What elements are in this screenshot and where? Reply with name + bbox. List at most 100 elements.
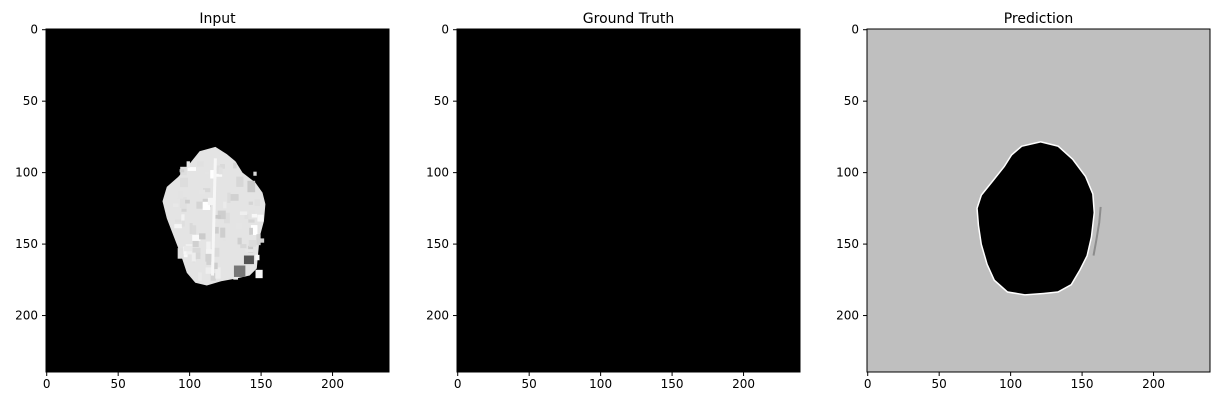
panel-2: Ground Truth 0 50 100 150 200 0 50 100 150 200 <box>426 11 801 391</box>
brain-texture <box>179 169 185 173</box>
brain-texture <box>196 201 204 209</box>
x-tick-label: 50 <box>932 377 947 391</box>
brain-texture <box>187 167 196 171</box>
mask-artifact <box>1092 206 1102 256</box>
brain-texture <box>223 212 230 224</box>
panel-3: Prediction 0 50 100 150 200 0 50 100 150 200 <box>836 11 1211 391</box>
y-tick-label: 0 <box>851 23 859 37</box>
y-tick-label: 0 <box>441 23 449 37</box>
brain-texture <box>223 201 227 209</box>
brain-texture <box>218 167 223 175</box>
brain-texture <box>193 208 199 212</box>
brain-texture <box>233 162 237 169</box>
brain-texture <box>180 196 187 209</box>
y-tick-label: 100 <box>15 166 38 180</box>
brain-texture <box>199 233 206 240</box>
brain-texture <box>236 176 244 187</box>
brain-texture <box>181 214 185 221</box>
brain-texture <box>192 234 201 241</box>
x-tick-label: 100 <box>589 377 612 391</box>
brain-texture <box>236 222 243 230</box>
brain-texture <box>183 246 193 252</box>
y-tick-label: 200 <box>426 309 449 323</box>
brain-texture <box>198 272 202 282</box>
y-tick-label: 50 <box>844 94 859 108</box>
brain-texture <box>206 258 212 265</box>
x-tick-label: 100 <box>178 377 201 391</box>
brain-texture <box>210 273 216 281</box>
x-tick-label: 50 <box>522 377 537 391</box>
brain-texture <box>177 191 184 199</box>
brain-slice <box>162 146 266 286</box>
y-tick-label: 50 <box>434 94 449 108</box>
brain-texture <box>248 239 256 247</box>
y-tick-label: 0 <box>30 23 38 37</box>
brain-texture <box>202 201 211 210</box>
brain-texture <box>250 225 258 236</box>
brain-texture <box>189 223 193 235</box>
brain-texture <box>192 239 199 247</box>
brain-texture <box>192 225 197 235</box>
x-tick-label: 0 <box>43 377 51 391</box>
x-tick-label: 200 <box>1142 377 1165 391</box>
x-tick-label: 150 <box>661 377 684 391</box>
brain-texture <box>214 214 221 219</box>
brain-texture <box>253 255 257 260</box>
brain-texture <box>230 194 239 201</box>
brain-texture <box>205 267 214 274</box>
brain-texture <box>186 161 190 168</box>
brain-texture <box>251 213 258 218</box>
brain-texture <box>183 254 188 258</box>
brain-dark-spot <box>233 265 246 277</box>
brain-texture <box>249 227 253 235</box>
brain-texture <box>227 192 231 204</box>
brain-dark-spot <box>243 255 254 265</box>
brain-texture <box>255 254 260 261</box>
y-tick-label: 150 <box>15 237 38 251</box>
brain-texture <box>202 188 211 193</box>
brain-texture <box>215 267 221 279</box>
brain-texture <box>237 237 242 245</box>
brain-texture <box>179 177 189 188</box>
brain-texture <box>222 238 227 242</box>
brain-texture <box>185 199 190 204</box>
y-tick-label: 200 <box>836 309 859 323</box>
brain-texture <box>255 269 263 279</box>
x-tick-label: 150 <box>250 377 273 391</box>
x-tick-label: 200 <box>732 377 755 391</box>
brain-texture <box>205 171 210 175</box>
brain-texture <box>214 226 219 234</box>
brain-texture <box>245 249 254 253</box>
brain-texture <box>206 249 212 256</box>
image-background <box>457 29 800 372</box>
panel-title: Prediction <box>1004 11 1074 27</box>
y-tick-label: 200 <box>15 309 38 323</box>
x-tick-label: 200 <box>321 377 344 391</box>
brain-texture <box>248 201 253 205</box>
x-tick-label: 0 <box>864 377 872 391</box>
brain-texture <box>220 227 226 238</box>
x-tick-label: 0 <box>454 377 462 391</box>
brain-texture <box>254 199 261 206</box>
brain-texture <box>194 252 201 260</box>
brain-texture <box>240 244 247 249</box>
panel-title: Ground Truth <box>583 11 674 27</box>
brain-texture <box>198 189 206 195</box>
x-tick-label: 50 <box>111 377 126 391</box>
brain-texture <box>192 247 201 256</box>
brain-texture <box>177 248 184 259</box>
y-tick-label: 100 <box>836 166 859 180</box>
axes-frame <box>456 28 801 373</box>
y-tick-label: 150 <box>836 237 859 251</box>
brain-texture <box>210 170 217 179</box>
axes-frame <box>866 28 1211 373</box>
brain-texture <box>257 214 264 222</box>
brain-texture <box>211 262 218 270</box>
brain-texture <box>253 171 257 176</box>
panel-title: Input <box>199 11 236 27</box>
brain-texture <box>181 217 185 227</box>
brain-texture <box>256 234 261 246</box>
x-tick-label: 100 <box>999 377 1022 391</box>
brain-texture <box>174 219 181 223</box>
